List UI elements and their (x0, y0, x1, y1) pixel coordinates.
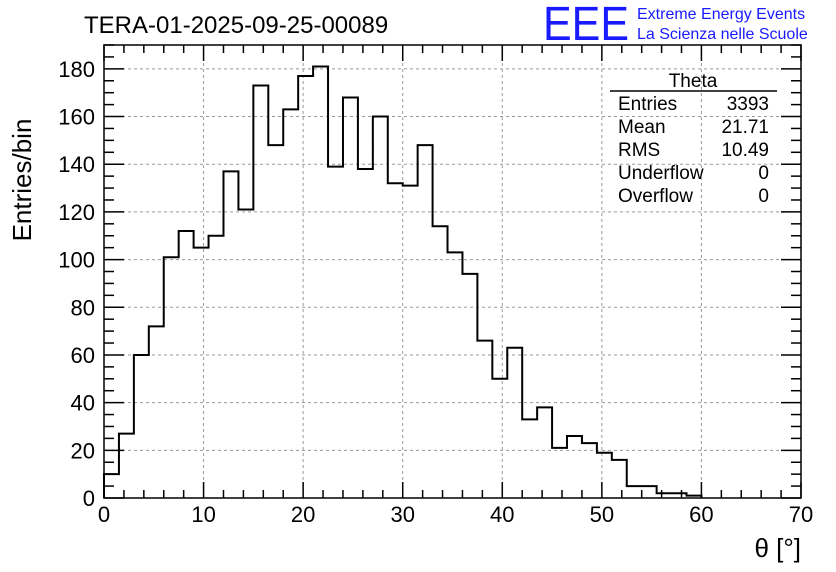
y-tick-label: 0 (83, 486, 95, 511)
plot-frame (103, 44, 802, 499)
x-tick-label: 10 (191, 502, 215, 527)
stats-rms-value: 10.49 (721, 140, 769, 161)
stats-rms-label: RMS (618, 140, 660, 161)
logo-letters: EEE (543, 0, 629, 51)
grid-lines (104, 45, 801, 498)
y-tick-label: 120 (58, 200, 95, 225)
y-tick-label: 100 (58, 248, 95, 273)
y-tick-label: 80 (71, 295, 95, 320)
stats-underflow-label: Underflow (618, 163, 704, 184)
stats-underflow-value: 0 (758, 163, 769, 184)
x-tick-label: 50 (590, 502, 614, 527)
y-tick-label: 140 (58, 152, 95, 177)
y-axis-label: Entries/bin (7, 119, 37, 242)
logo-line1: Extreme Energy Events (637, 6, 805, 23)
chart-title: TERA-01-2025-09-25-00089 (84, 12, 388, 39)
axis-ticks (103, 44, 802, 499)
logo-line2: La Scienza nelle Scuole (637, 26, 808, 43)
histogram-series (103, 65, 703, 498)
stats-overflow-label: Overflow (618, 186, 693, 207)
stats-mean-label: Mean (618, 117, 666, 138)
y-tick-labels: 0 20 40 60 80 100 120 140 160 180 (58, 57, 95, 511)
x-tick-label: 40 (490, 502, 514, 527)
x-tick-label: 60 (689, 502, 713, 527)
eee-logo: EEE Extreme Energy Events La Scienza nel… (543, 0, 808, 51)
y-tick-label: 60 (71, 343, 95, 368)
x-tick-label: 20 (291, 502, 315, 527)
x-tick-label: 0 (98, 502, 110, 527)
y-tick-label: 40 (71, 391, 95, 416)
stats-entries-value: 3393 (727, 94, 769, 115)
stats-title: Theta (669, 71, 718, 92)
x-axis-label: θ [°] (754, 533, 801, 563)
stats-entries-label: Entries (618, 94, 677, 115)
y-tick-label: 180 (58, 57, 95, 82)
x-tick-label: 30 (390, 502, 414, 527)
stats-box: Theta Entries 3393 Mean 21.71 RMS 10.49 … (610, 71, 777, 207)
stats-mean-value: 21.71 (721, 117, 769, 138)
stats-overflow-value: 0 (758, 186, 769, 207)
x-tick-label: 70 (789, 502, 813, 527)
y-tick-label: 160 (58, 105, 95, 130)
x-tick-labels: 0 10 20 30 40 50 60 70 (98, 502, 813, 527)
y-tick-label: 20 (71, 438, 95, 463)
